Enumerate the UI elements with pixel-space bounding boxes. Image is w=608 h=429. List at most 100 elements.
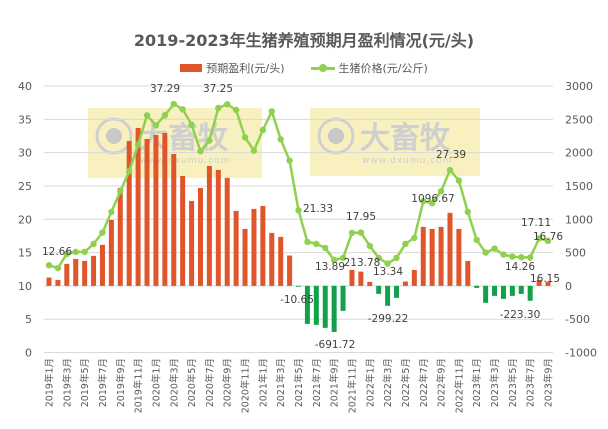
watermark-url: www.dxumu.com: [362, 156, 452, 166]
right-axis-tick: 1000: [565, 213, 593, 226]
price-point: [108, 208, 115, 216]
x-axis-tick: 2019年9月: [115, 358, 127, 407]
x-axis-tick: 2023年9月: [543, 358, 555, 407]
profit-bar: [224, 177, 230, 286]
price-point: [45, 262, 53, 269]
price-point: [464, 208, 472, 216]
profit-bar: [304, 285, 310, 324]
price-point: [393, 254, 400, 262]
x-axis-tick: 2020年9月: [222, 358, 234, 407]
legend-label-price: 生猪价格(元/公斤): [338, 62, 428, 75]
price-point: [455, 177, 463, 184]
price-point: [215, 104, 222, 112]
data-label: 37.29: [150, 83, 180, 95]
price-point: [446, 166, 454, 174]
profit-bar: [73, 258, 79, 286]
right-axis-tick: 0: [565, 280, 572, 293]
data-label: 16.15: [530, 273, 560, 285]
price-point: [90, 240, 97, 248]
x-axis-tick: 2023年3月: [489, 358, 501, 407]
profit-bar: [189, 200, 195, 286]
profit-bar: [420, 226, 426, 286]
right-axis-tick: 3000: [565, 80, 593, 93]
profit-bar: [117, 187, 123, 286]
data-label: -223.30: [500, 309, 541, 321]
right-axis-tick: 2000: [565, 147, 593, 160]
profit-bar: [126, 140, 132, 286]
left-axis-tick: 30: [18, 147, 32, 160]
price-point: [161, 112, 169, 119]
x-axis-tick: 2023年7月: [525, 358, 537, 407]
price-point: [125, 168, 133, 175]
x-axis-tick: 2022年3月: [382, 358, 394, 407]
profit-bar: [429, 228, 435, 286]
price-point: [348, 229, 356, 237]
x-axis-tick: 2019年3月: [61, 358, 73, 407]
profit-bar: [474, 285, 480, 288]
price-point: [366, 242, 373, 250]
data-label: 213.78: [344, 257, 381, 269]
price-point: [375, 254, 382, 262]
profit-bar: [509, 285, 515, 296]
left-axis-tick: 20: [18, 213, 32, 226]
bar-swatch-icon: [180, 64, 203, 72]
profit-bar: [82, 260, 88, 286]
x-axis-tick: 2021年11月: [346, 358, 358, 413]
price-point: [63, 250, 71, 258]
data-label: 27.39: [436, 149, 466, 161]
profit-bar: [242, 228, 248, 286]
price-point: [313, 240, 320, 248]
x-axis-tick: 2021年1月: [257, 358, 269, 407]
profit-bar: [260, 205, 266, 286]
profit-bar: [197, 187, 203, 286]
price-point: [241, 134, 249, 141]
price-point: [491, 245, 498, 252]
price-point: [143, 112, 151, 119]
right-axis-tick: 500: [565, 247, 586, 260]
price-point: [250, 147, 258, 154]
profit-bar: [447, 212, 453, 286]
price-point: [304, 238, 311, 246]
profit-bar: [91, 255, 97, 286]
price-point: [322, 244, 329, 252]
price-point: [437, 188, 445, 195]
data-label: 12.66: [42, 246, 72, 258]
profit-bar: [340, 285, 346, 311]
data-label: 13.89: [315, 261, 345, 273]
left-axis-tick: 0: [25, 347, 32, 360]
price-point: [117, 188, 124, 195]
price-point: [72, 248, 79, 256]
price-point: [330, 256, 338, 264]
line-marker-swatch-icon: [310, 64, 335, 72]
profit-bar: [438, 226, 444, 286]
price-point: [384, 260, 391, 267]
legend: 预期盈利(元/头) 生猪价格(元/公斤): [0, 60, 608, 76]
x-axis-tick: 2020年3月: [168, 358, 180, 407]
x-axis-tick: 2020年1月: [150, 358, 162, 407]
price-point: [339, 254, 347, 262]
x-axis-tick: 2021年5月: [293, 358, 305, 407]
x-axis-tick: 2019年5月: [79, 358, 91, 407]
data-label: 13.34: [373, 266, 403, 278]
price-point: [535, 235, 543, 242]
profit-bar: [349, 269, 355, 286]
legend-label-profit: 预期盈利(元/头): [206, 62, 285, 75]
price-point: [197, 148, 204, 155]
legend-item-profit: 预期盈利(元/头): [180, 60, 285, 76]
left-axis-tick: 35: [18, 113, 32, 126]
profit-bar: [171, 153, 177, 286]
watermark-logo-icon: [106, 128, 122, 144]
price-point: [402, 240, 409, 248]
x-axis-tick: 2022年5月: [400, 358, 412, 407]
price-point: [428, 200, 436, 207]
profit-bar: [376, 285, 382, 294]
profit-bar: [518, 285, 524, 294]
x-axis-tick: 2021年3月: [275, 358, 287, 407]
profit-bar: [492, 285, 498, 296]
profit-bar: [385, 285, 391, 306]
price-point: [170, 100, 177, 108]
profit-bar: [402, 281, 408, 286]
x-axis-tick: 2019年11月: [133, 358, 145, 413]
